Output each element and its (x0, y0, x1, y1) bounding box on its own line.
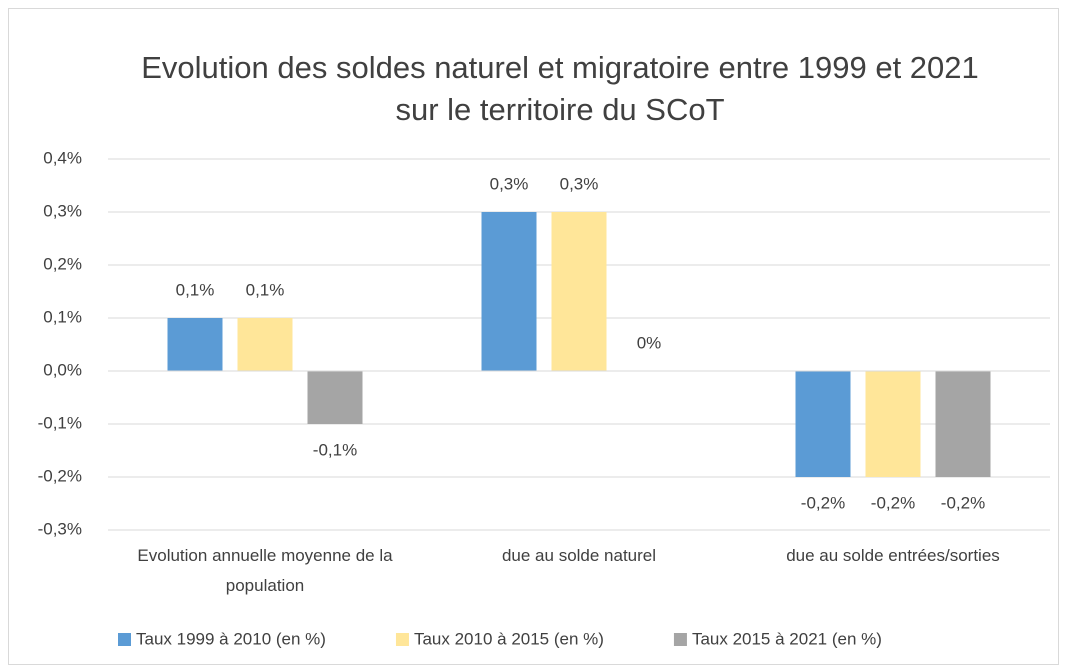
x-tick-label: due au solde entrées/sorties (786, 546, 1000, 565)
legend-swatch (395, 633, 409, 646)
bar (307, 371, 363, 424)
y-tick-label: -0,2% (38, 466, 82, 485)
legend-swatch (118, 633, 131, 646)
data-label: 0,3% (490, 174, 529, 193)
bar (237, 318, 293, 371)
bar (935, 371, 991, 477)
data-label: -0,1% (313, 440, 357, 459)
x-tick-label: Evolution annuelle moyenne de la populati… (137, 546, 393, 595)
data-label: 0,3% (560, 174, 599, 193)
bar (865, 371, 921, 477)
data-label: -0,2% (941, 493, 985, 512)
y-tick-label: -0,1% (38, 413, 82, 432)
y-tick-label: 0,1% (43, 307, 82, 326)
legend-label: Taux 2010 à 2015 (en %) (414, 629, 604, 648)
legend-swatch (673, 633, 687, 646)
y-tick-label: -0,3% (38, 519, 82, 538)
data-label: -0,2% (871, 493, 915, 512)
legend-label: Taux 2015 à 2021 (en %) (692, 629, 882, 648)
chart-title: Evolution des soldes naturel et migratoi… (141, 50, 979, 127)
y-tick-label: 0,0% (43, 360, 82, 379)
data-label: -0,2% (801, 493, 845, 512)
x-tick-label: due au solde naturel (502, 546, 656, 565)
bar (167, 318, 223, 371)
y-tick-label: 0,2% (43, 254, 82, 273)
y-tick-label: 0,4% (43, 148, 82, 167)
data-label: 0% (637, 333, 662, 352)
y-tick-label: 0,3% (43, 201, 82, 220)
bar (795, 371, 851, 477)
legend-label: Taux 1999 à 2010 (en %) (136, 629, 326, 648)
data-label: 0,1% (246, 280, 285, 299)
bar (481, 212, 537, 371)
data-label: 0,1% (176, 280, 215, 299)
bar (551, 212, 607, 371)
